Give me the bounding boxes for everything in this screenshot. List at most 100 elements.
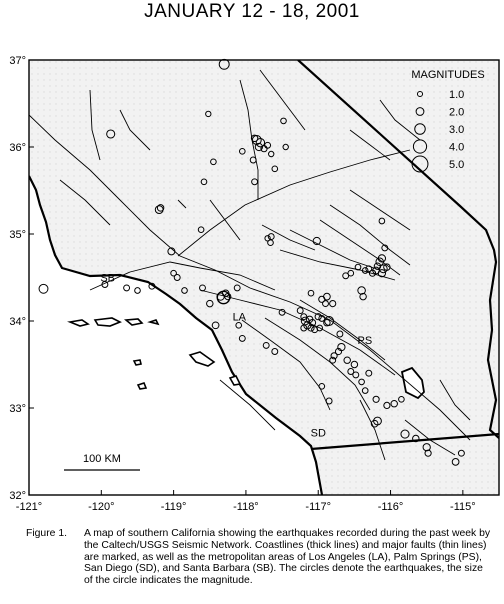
place-label-sd: SD [311, 427, 326, 439]
earthquake-marker [156, 204, 165, 212]
earthquake-marker [199, 284, 206, 292]
earthquake-marker [350, 360, 359, 369]
earthquake-marker [271, 165, 279, 173]
earthquake-marker [372, 395, 380, 403]
land-area [29, 60, 499, 495]
earthquake-marker [342, 272, 350, 280]
x-tick-label: -118° [233, 501, 259, 513]
earthquake-marker [296, 307, 304, 315]
earthquake-marker [238, 147, 246, 155]
earthquake-marker [381, 244, 389, 252]
earthquake-marker [307, 324, 315, 332]
legend-label: 2.0 [449, 107, 464, 119]
legend-symbol [411, 155, 429, 173]
earthquake-marker [329, 300, 337, 308]
earthquake-marker [400, 429, 410, 439]
earthquake-marker [262, 341, 270, 349]
earthquake-marker [412, 434, 420, 443]
earthquake-marker [271, 348, 279, 355]
earthquake-marker [250, 134, 259, 143]
earthquake-marker [251, 178, 259, 186]
earthquake-marker [424, 449, 432, 457]
earthquake-marker [336, 330, 344, 338]
earthquake-marker [357, 286, 366, 295]
earthquake-marker [390, 399, 398, 408]
y-tick-label: 32° [9, 490, 26, 502]
earthquake-marker [38, 283, 49, 294]
legend-label: 3.0 [449, 124, 464, 136]
place-label-sb: SB [100, 272, 115, 284]
earthquake-marker [329, 356, 337, 364]
x-tick-label: -119° [161, 501, 187, 513]
earthquake-marker [343, 356, 351, 364]
earthquake-marker [308, 318, 317, 327]
legend-items: 1.0 2.0 3.0 4.0 5.0 [411, 89, 464, 173]
earthquake-marker [224, 293, 232, 301]
legend-symbol [412, 139, 428, 154]
earthquake-marker [307, 289, 315, 297]
earthquake-marker [235, 321, 243, 329]
y-axis: 37° 36° 35° 34° 33° 32° [9, 55, 34, 502]
earthquake-marker [334, 347, 343, 356]
earthquake-marker [264, 235, 271, 242]
x-tick-label: -121° [16, 501, 42, 513]
earthquake-marker [210, 158, 217, 166]
earthquake-marker [280, 117, 287, 125]
earthquake-marker [278, 308, 286, 316]
earthquake-marker [361, 267, 369, 274]
earthquake-marker [170, 269, 177, 277]
x-tick-label: -115° [450, 501, 476, 513]
earthquake-marker [267, 239, 274, 247]
earthquake-marker [368, 269, 377, 277]
state-border [297, 60, 499, 439]
earthquake-marker [167, 247, 176, 256]
map-border [28, 59, 500, 496]
legend-label: 1.0 [449, 89, 464, 101]
legend-symbol [415, 107, 425, 116]
y-tick-label: 36° [9, 142, 26, 154]
x-tick-label: -116° [378, 501, 404, 513]
place-labels: SB LA PS SD [100, 272, 372, 439]
scale-bar: 100 KM [64, 453, 140, 471]
earthquake-marker [249, 156, 257, 164]
earthquake-marker [358, 378, 365, 386]
earthquake-marker [318, 314, 326, 322]
salton-sea [400, 366, 425, 400]
channel-islands [67, 317, 242, 390]
earthquake-marker [206, 299, 214, 308]
earthquake-marker [238, 334, 246, 342]
earthquake-marker [354, 263, 362, 271]
earthquake-marker [205, 110, 212, 118]
page-title: JANUARY 12 - 18, 2001 [144, 1, 360, 22]
caption-lead: Figure 1. [26, 528, 68, 539]
earthquake-marker [314, 313, 322, 321]
figure-caption: Figure 1. A map of southern California s… [26, 528, 492, 587]
legend-label: 5.0 [449, 159, 464, 171]
earthquake-marker [330, 352, 338, 360]
earthquake-marker [101, 281, 109, 288]
earthquake-marker [312, 236, 321, 246]
earthquake-marker [373, 262, 382, 270]
legend-title: MAGNITUDES [411, 69, 484, 81]
earthquake-map: -121° -120° -119° -118° -117° -116° -115° 37°3… [9, 55, 500, 513]
earthquake-marker [233, 284, 241, 292]
earthquake-marker [378, 217, 386, 225]
earthquake-marker [383, 263, 391, 271]
earthquake-marker [282, 143, 289, 151]
earthquake-marker [323, 318, 331, 327]
earthquake-marker [134, 287, 141, 294]
earthquake-marker [300, 313, 308, 321]
earthquake-marker [218, 58, 230, 70]
earthquake-marker [375, 257, 384, 267]
earthquake-marker [365, 265, 373, 273]
scale-bar-label: 100 KM [83, 453, 121, 465]
earthquake-marker [268, 150, 275, 158]
earthquake-marker [359, 292, 367, 301]
y-tick-label: 35° [9, 229, 26, 241]
fault-lines [29, 69, 471, 461]
x-axis: -121° -120° -119° -118° -117° -116° -115° [16, 490, 476, 513]
earthquake-marker [300, 324, 308, 332]
earthquake-marker [264, 141, 272, 149]
legend-symbol [416, 90, 424, 98]
earthquake-marker [398, 395, 405, 403]
